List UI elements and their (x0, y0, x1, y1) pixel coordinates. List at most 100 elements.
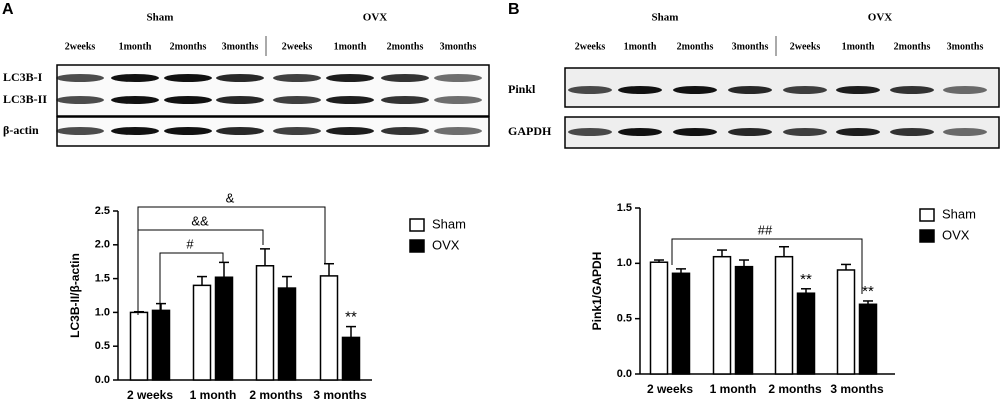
bar (192, 284, 212, 381)
row-label: LC3B-II (3, 92, 47, 106)
band (326, 96, 374, 104)
row-label: Pinkl (508, 82, 536, 96)
y-tick-label: 0.5 (95, 340, 110, 352)
annotation: && (191, 213, 209, 228)
band (381, 96, 429, 104)
band (890, 128, 934, 136)
significance-bracket (137, 229, 264, 315)
annotation: ** (800, 271, 812, 288)
y-tick-label: 1.0 (95, 306, 110, 318)
group-label: OVX (868, 12, 893, 24)
y-tick-label: 0.0 (617, 368, 632, 380)
x-tick-label: 3 months (313, 388, 367, 402)
group-label: OVX (363, 12, 388, 24)
lane-label: 1month (119, 41, 152, 52)
bar (214, 276, 234, 381)
band (618, 86, 662, 94)
y-tick-label: 0.0 (95, 374, 110, 386)
lane-label: 2weeks (282, 41, 313, 52)
band (568, 128, 612, 136)
band (728, 128, 772, 136)
row-label: β-actin (3, 123, 39, 137)
legend-swatch (409, 239, 425, 253)
bar (255, 265, 275, 381)
band (56, 96, 104, 104)
band (111, 74, 159, 82)
y-tick-label: 1.0 (617, 257, 632, 269)
x-tick-label: 2 weeks (127, 388, 173, 402)
band (326, 127, 374, 135)
bar (774, 255, 794, 375)
x-tick-label: 2 weeks (647, 382, 693, 396)
band (273, 96, 321, 104)
x-tick-label: 1 month (710, 382, 757, 396)
y-axis-title: LC3B-II/β-actin (68, 253, 82, 338)
bar (858, 303, 878, 375)
significance-bracket (159, 252, 224, 313)
y-tick-label: 2.5 (95, 205, 110, 217)
significance-bracket (671, 238, 863, 294)
legend-label: Sham (942, 206, 976, 221)
band (836, 128, 880, 136)
band (381, 127, 429, 135)
row-label: GAPDH (508, 124, 552, 138)
group-label: Sham (147, 12, 174, 24)
lane-label: 3months (222, 41, 259, 52)
band (673, 86, 717, 94)
y-tick-label: 1.5 (95, 273, 110, 285)
row-label: LC3B-I (3, 70, 43, 84)
band (618, 128, 662, 136)
bar (319, 275, 339, 381)
band (216, 96, 264, 104)
bar (277, 287, 297, 381)
band (111, 127, 159, 135)
legend-swatch (919, 229, 935, 243)
band (836, 86, 880, 94)
band (216, 127, 264, 135)
lane-label: 2months (894, 41, 931, 52)
bar (341, 336, 361, 381)
band (56, 127, 104, 135)
bar (151, 309, 171, 381)
annotation: & (226, 190, 235, 205)
band (434, 74, 482, 82)
lane-label: 3months (947, 41, 984, 52)
legend-swatch (409, 218, 425, 232)
lane-label: 2months (387, 41, 424, 52)
lane-label: 1month (624, 41, 657, 52)
band (56, 74, 104, 82)
panel-label: A (2, 1, 14, 18)
lane-label: 1month (842, 41, 875, 52)
y-tick-label: 0.5 (617, 313, 632, 325)
bar (649, 261, 669, 375)
bar (836, 269, 856, 375)
legend-label: OVX (432, 237, 460, 252)
legend-label: Sham (432, 216, 466, 231)
band (273, 127, 321, 135)
annotation: # (186, 236, 194, 251)
annotation: ** (345, 309, 357, 326)
annotation: ** (862, 283, 874, 300)
band (273, 74, 321, 82)
band (164, 96, 212, 104)
x-tick-label: 3 months (830, 382, 884, 396)
band (943, 128, 987, 136)
band (568, 86, 612, 94)
annotation: ## (758, 222, 773, 237)
bar (129, 311, 149, 381)
band (783, 86, 827, 94)
lane-label: 3months (732, 41, 769, 52)
band (890, 86, 934, 94)
band (164, 74, 212, 82)
bar (712, 255, 732, 375)
band (326, 74, 374, 82)
band (434, 127, 482, 135)
lane-label: 3months (440, 41, 477, 52)
band (381, 74, 429, 82)
bar (796, 292, 816, 375)
bar (671, 272, 691, 375)
lane-label: 2weeks (65, 41, 96, 52)
band (434, 96, 482, 104)
panel-label: B (508, 1, 520, 18)
